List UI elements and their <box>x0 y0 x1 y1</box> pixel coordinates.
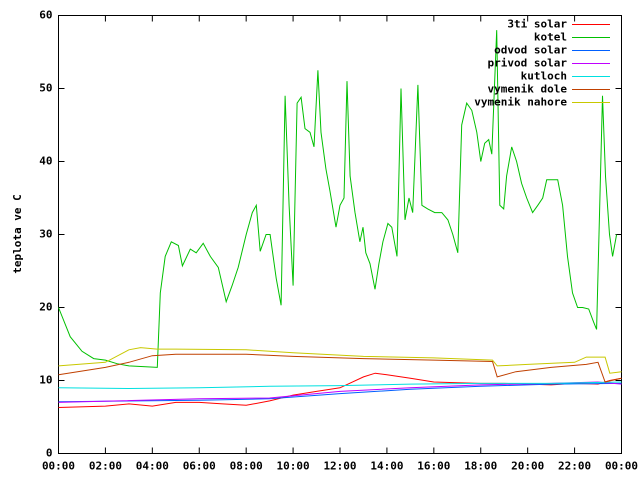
x-tick-label: 06:00 <box>183 460 216 473</box>
legend-label: kutloch <box>521 70 567 83</box>
x-tick-label: 16:00 <box>417 460 450 473</box>
x-tick-label: 20:00 <box>511 460 544 473</box>
series-line <box>58 347 622 374</box>
x-tick-label: 22:00 <box>558 460 591 473</box>
y-tick-label: 0 <box>46 447 53 460</box>
series-line <box>58 381 622 390</box>
legend-label: vymenik nahore <box>474 96 567 109</box>
legend-label: privod solar <box>488 57 568 70</box>
x-tick-label: 18:00 <box>464 460 497 473</box>
series-line <box>58 372 622 408</box>
series-line <box>58 382 622 403</box>
y-tick-label: 30 <box>39 228 52 241</box>
x-tick-label: 12:00 <box>323 460 356 473</box>
legend-label: 3ti solar <box>507 18 567 31</box>
y-tick-label: 50 <box>39 82 52 95</box>
y-axis-label: teplota ve C <box>11 194 24 273</box>
x-tick-label: 14:00 <box>370 460 403 473</box>
y-tick-label: 40 <box>39 155 52 168</box>
y-tick-label: 10 <box>39 374 52 387</box>
y-tick-label: 20 <box>39 301 52 314</box>
series-line <box>58 381 622 403</box>
series-line <box>58 353 622 383</box>
x-tick-label: 00:00 <box>42 460 75 473</box>
x-tick-label: 00:00 <box>605 460 638 473</box>
x-tick-label: 04:00 <box>136 460 169 473</box>
x-tick-label: 10:00 <box>277 460 310 473</box>
legend-label: vymenik dole <box>488 83 568 96</box>
series-line <box>58 30 618 368</box>
x-tick-label: 08:00 <box>230 460 263 473</box>
legend-label: kotel <box>534 31 567 44</box>
y-tick-label: 60 <box>39 9 52 22</box>
legend-label: odvod solar <box>494 44 567 57</box>
x-tick-label: 02:00 <box>89 460 122 473</box>
